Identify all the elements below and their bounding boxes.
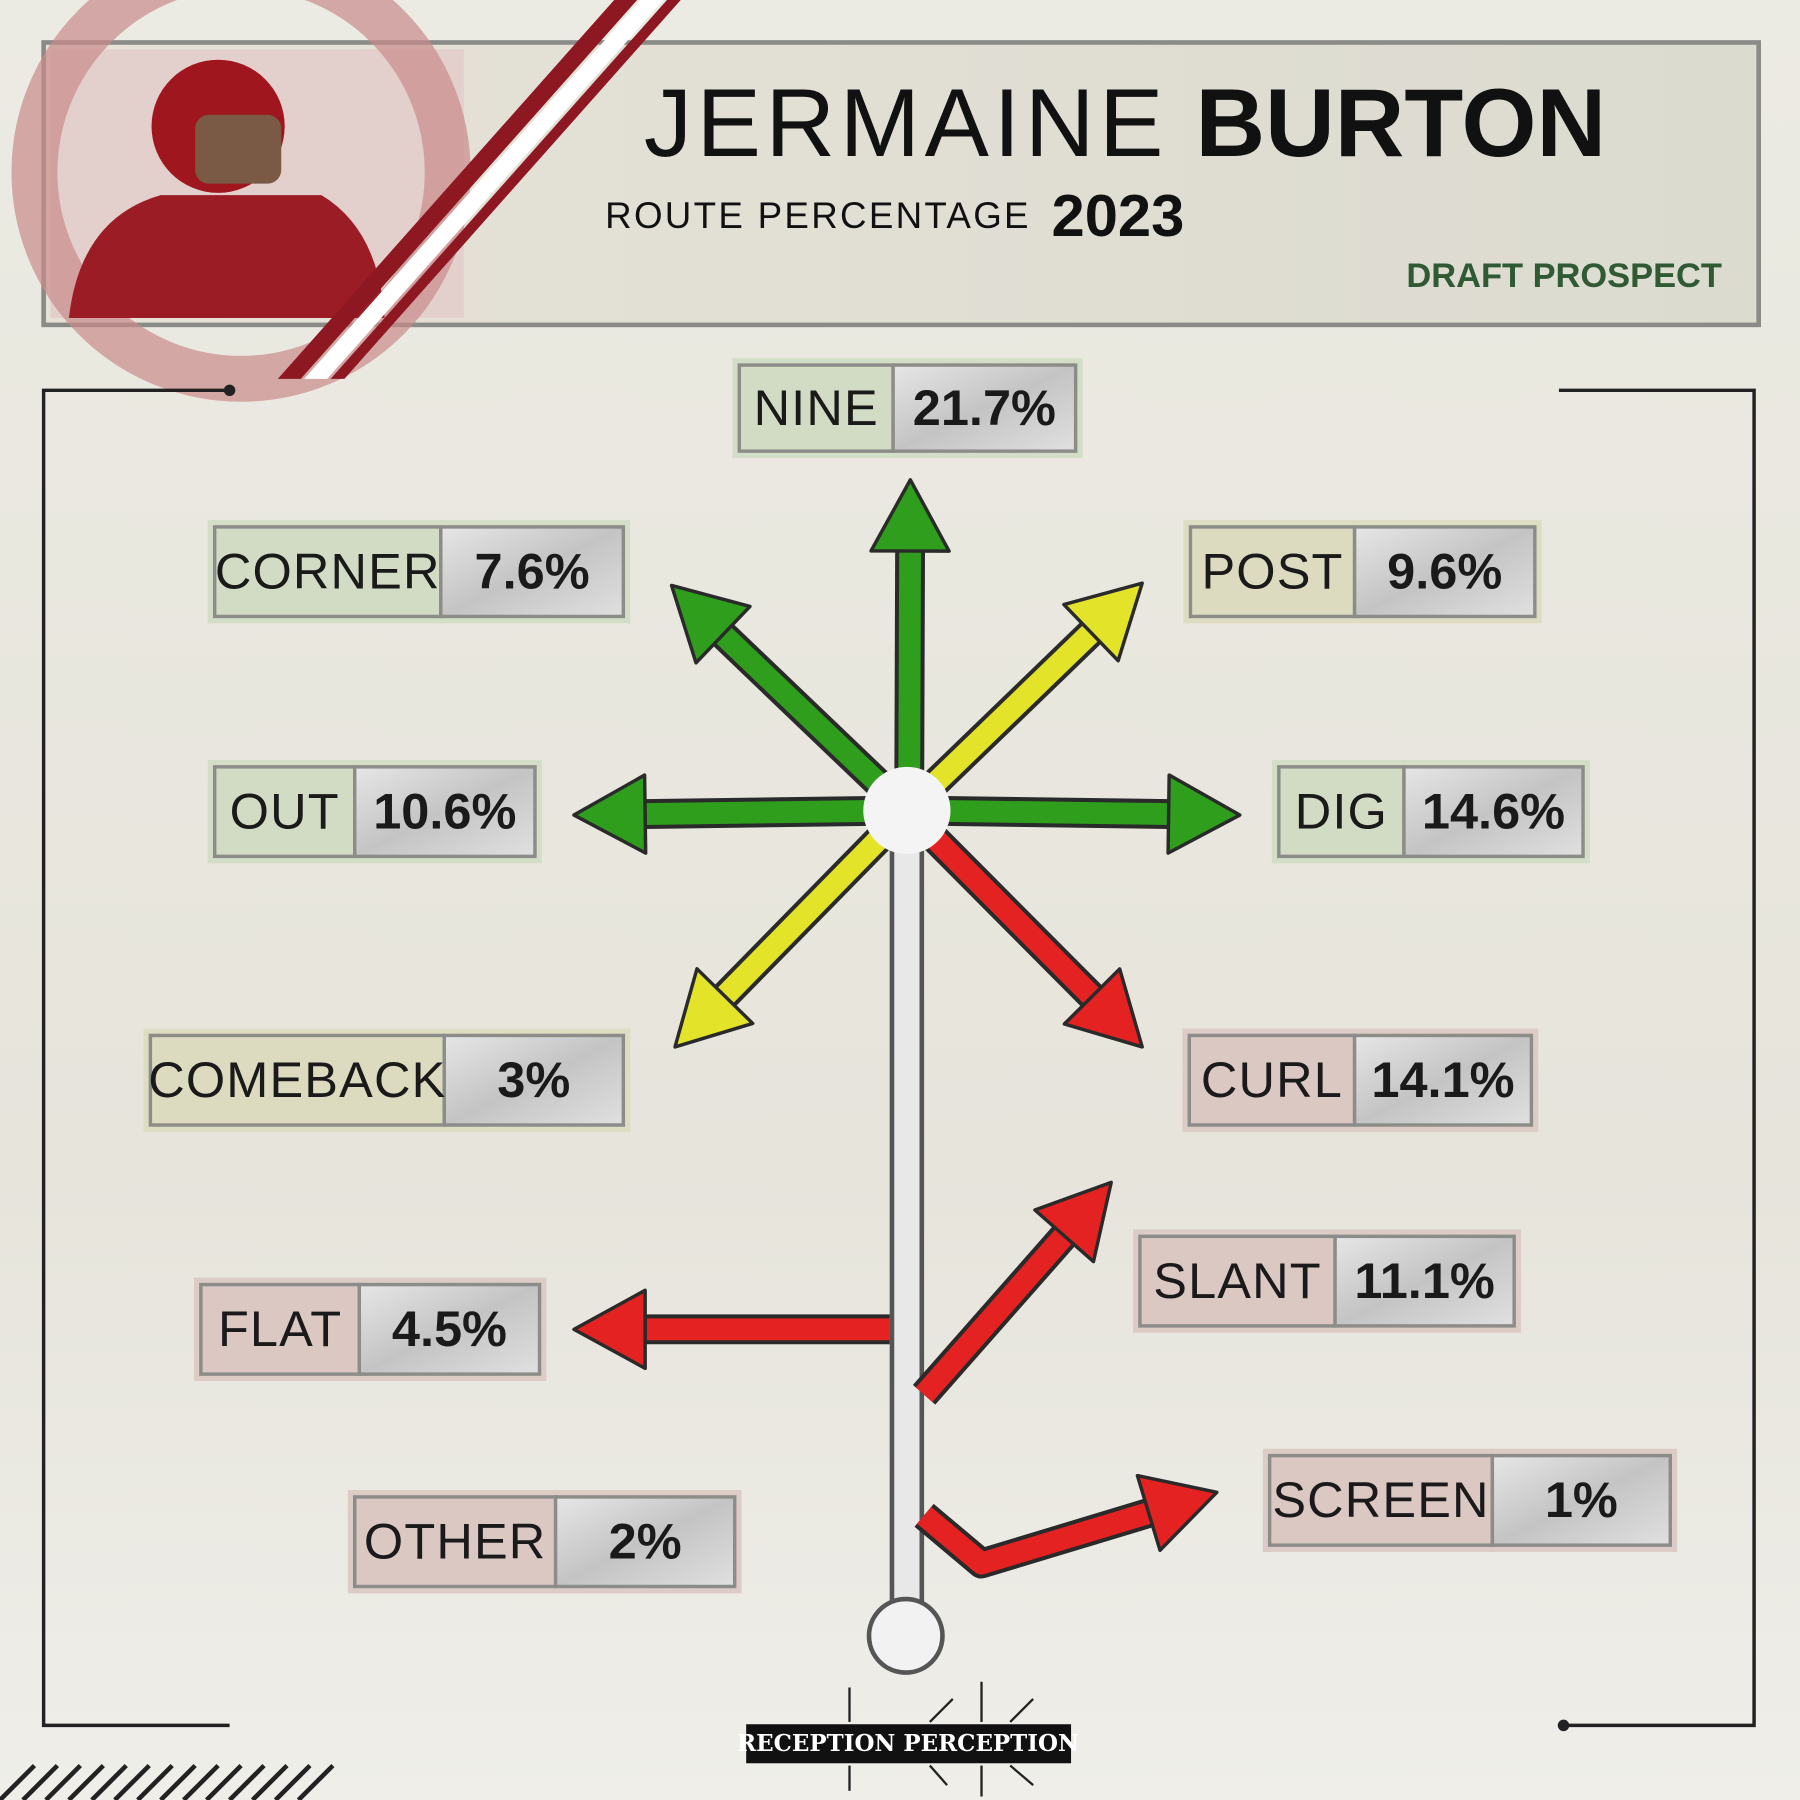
route-name: POST <box>1201 542 1343 599</box>
frame-dot <box>1557 1719 1570 1732</box>
route-name: SLANT <box>1153 1252 1322 1309</box>
route-arrow-head <box>869 478 951 553</box>
tag: DRAFT PROSPECT <box>1406 257 1722 295</box>
route-arrow <box>899 802 1100 1005</box>
route-name: NINE <box>754 379 879 436</box>
route-value: 9.6% <box>1387 542 1502 599</box>
route-box-glow <box>194 1277 547 1381</box>
route-box-glow <box>207 520 631 624</box>
route-label-box <box>148 1033 446 1127</box>
route-value: 2% <box>609 1512 682 1569</box>
brand: RECEPTION PERCEPTION <box>737 1730 1079 1757</box>
player-name: JERMAINE BURTON <box>644 70 1606 177</box>
route-box-glow <box>1182 1028 1539 1132</box>
route-value: 3% <box>497 1051 570 1108</box>
route-name: DIG <box>1295 782 1388 839</box>
route-label-box <box>1267 1453 1495 1547</box>
route-arrow <box>644 799 908 825</box>
route-box-glow <box>1262 1448 1678 1553</box>
year: 2023 <box>1052 182 1185 249</box>
route-arrow-head <box>572 1288 647 1371</box>
brand-icon <box>848 1681 1034 1797</box>
route-value: 11.1% <box>1354 1252 1494 1309</box>
brand-box <box>746 1724 1072 1764</box>
hub <box>863 766 951 855</box>
route-value: 10.6% <box>373 782 516 839</box>
route-box-glow <box>1183 520 1542 624</box>
route-arrow-head <box>669 583 752 665</box>
boxes: NINE 21.7% CORNER 7.6% POST 9.6% OUT 10.6% DIG 14… <box>143 358 1678 1594</box>
route-label-box <box>1188 525 1357 619</box>
frame-dot <box>223 384 236 397</box>
route-value: 1% <box>1545 1471 1618 1528</box>
route-value-box <box>1352 1033 1534 1127</box>
route-value-box <box>352 765 537 859</box>
route-box-glow <box>207 759 542 864</box>
route-arrow-head <box>572 773 648 855</box>
route-box-glow <box>732 358 1083 459</box>
last-name: BURTON <box>1196 70 1607 177</box>
route-arrow-head <box>1062 967 1144 1049</box>
route-value-box <box>553 1495 737 1589</box>
route-label-box <box>199 1282 362 1376</box>
route-label-box <box>1187 1033 1357 1127</box>
route-box-glow <box>1133 1229 1522 1333</box>
stripe <box>330 0 681 379</box>
first-name: JERMAINE <box>644 70 1168 177</box>
route-value-box <box>1352 525 1537 619</box>
route-arrow <box>898 550 921 804</box>
route-label-box <box>352 1495 558 1589</box>
route-name: CORNER <box>215 542 441 599</box>
player-photo <box>11 0 471 402</box>
route-value: 14.6% <box>1422 782 1565 839</box>
route-value: 21.7% <box>913 379 1056 436</box>
route-value: 4.5% <box>392 1300 507 1357</box>
route-box-glow <box>1271 759 1590 864</box>
corner-hatch <box>0 1763 335 1800</box>
route-arrow-head <box>1166 773 1242 855</box>
route-box-glow <box>143 1028 631 1132</box>
route-value-box <box>442 1033 626 1127</box>
route-arrow <box>915 1228 1073 1402</box>
route-name: CURL <box>1201 1051 1343 1108</box>
route-box-glow <box>347 1490 742 1594</box>
route-value-box <box>1402 765 1585 859</box>
route-arrow-head <box>1062 581 1144 663</box>
route-arrow-head <box>1135 1473 1219 1553</box>
route-label-box <box>737 363 895 453</box>
subtitle: ROUTE PERCENTAGE <box>605 195 1031 236</box>
route-value-box <box>1333 1234 1516 1328</box>
route-value-box <box>1490 1453 1673 1547</box>
route-name: OUT <box>230 782 340 839</box>
route-name: OTHER <box>364 1512 547 1569</box>
route-name: COMEBACK <box>148 1051 446 1108</box>
frame <box>41 388 1756 1728</box>
route-arrow-head <box>1033 1180 1113 1264</box>
stripe <box>277 0 638 379</box>
route-arrow-head <box>673 967 755 1049</box>
route-label-box <box>212 525 443 619</box>
route-name: SCREEN <box>1272 1471 1489 1528</box>
route-arrow <box>917 1502 1152 1575</box>
route-name: FLAT <box>218 1300 342 1357</box>
route-value-box <box>357 1282 542 1376</box>
stripe <box>304 0 664 379</box>
route-value-box <box>891 363 1078 453</box>
route-label-box <box>212 765 357 859</box>
route-value-box <box>439 525 626 619</box>
route-value: 14.1% <box>1371 1051 1514 1108</box>
route-value: 7.6% <box>475 542 590 599</box>
route-arrow <box>906 799 1169 825</box>
stem-end <box>866 1596 945 1675</box>
